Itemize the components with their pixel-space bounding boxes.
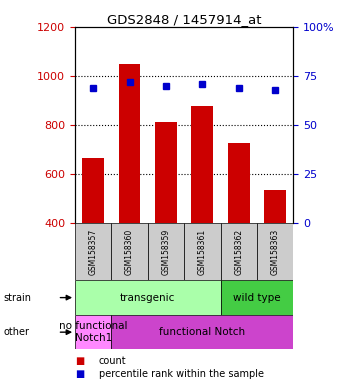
Bar (228, 143, 250, 223)
Bar (221, 280, 293, 315)
Text: GSM158363: GSM158363 (270, 228, 280, 275)
Bar (264, 190, 286, 223)
Text: percentile rank within the sample: percentile rank within the sample (99, 369, 264, 379)
Bar (148, 223, 184, 280)
Text: GSM158362: GSM158362 (234, 228, 243, 275)
Text: other: other (3, 327, 29, 337)
Text: transgenic: transgenic (120, 293, 176, 303)
Text: no functional
Notch1: no functional Notch1 (59, 321, 128, 343)
Bar (155, 122, 177, 223)
Bar (257, 223, 293, 280)
Text: ■: ■ (75, 356, 84, 366)
Bar (184, 223, 221, 280)
Bar (75, 223, 112, 280)
Bar (75, 315, 112, 349)
Text: count: count (99, 356, 127, 366)
Bar (112, 223, 148, 280)
Text: ■: ■ (75, 369, 84, 379)
Bar (112, 315, 293, 349)
Bar (221, 223, 257, 280)
Bar (191, 106, 213, 223)
Text: strain: strain (3, 293, 31, 303)
Bar (82, 158, 104, 223)
Title: GDS2848 / 1457914_at: GDS2848 / 1457914_at (107, 13, 262, 26)
Text: GSM158357: GSM158357 (89, 228, 98, 275)
Text: GSM158360: GSM158360 (125, 228, 134, 275)
Text: GSM158359: GSM158359 (161, 228, 170, 275)
Text: wild type: wild type (233, 293, 281, 303)
Text: GSM158361: GSM158361 (198, 228, 207, 275)
Bar (119, 64, 140, 223)
Bar (75, 280, 221, 315)
Text: functional Notch: functional Notch (159, 327, 246, 337)
